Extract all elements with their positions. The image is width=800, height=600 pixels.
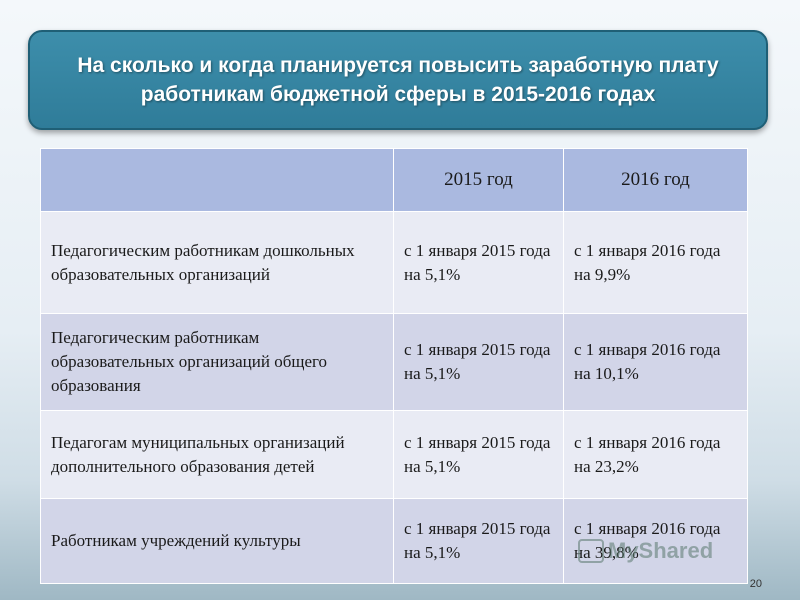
row-value-2015: с 1 января 2015 года на 5,1% [393, 410, 564, 499]
watermark-logo: MyShared [578, 536, 763, 566]
salary-increase-table: 2015 год 2016 год Педагогическим работни… [40, 148, 748, 584]
row-value-2015: с 1 января 2015 года на 5,1% [393, 498, 564, 584]
slide-title-box: На сколько и когда планируется повысить … [28, 30, 768, 130]
row-value-2016: с 1 января 2016 года на 39,8% [563, 498, 748, 584]
row-value-2015: с 1 января 2015 года на 5,1% [393, 211, 564, 314]
watermark-text: MyShared [608, 538, 714, 563]
table-header-row: 2015 год 2016 год [40, 148, 748, 212]
slide-title: На сколько и когда планируется повысить … [77, 54, 719, 106]
row-category: Педагогическим работникам дошкольных обр… [40, 211, 394, 314]
row-value-2016: с 1 января 2016 года на 9,9% [563, 211, 748, 314]
table-row: Педагогам муниципальных организаций допо… [40, 410, 748, 499]
header-cell-2016: 2016 год [563, 148, 748, 212]
row-value-2016: с 1 января 2016 года на 23,2% [563, 410, 748, 499]
row-value-2015: с 1 января 2015 года на 5,1% [393, 313, 564, 411]
header-cell-2015: 2015 год [393, 148, 564, 212]
table-row: Работникам учреждений культуры с 1 январ… [40, 498, 748, 584]
cart-icon [578, 539, 604, 563]
row-category: Работникам учреждений культуры [40, 498, 394, 584]
row-value-2016: с 1 января 2016 года на 10,1% [563, 313, 748, 411]
row-category: Педагогическим работникам образовательны… [40, 313, 394, 411]
page-number: 20 [749, 578, 762, 590]
header-cell-empty [40, 148, 394, 212]
row-category: Педагогам муниципальных организаций допо… [40, 410, 394, 499]
table-row: Педагогическим работникам образовательны… [40, 313, 748, 411]
table-row: Педагогическим работникам дошкольных обр… [40, 211, 748, 314]
